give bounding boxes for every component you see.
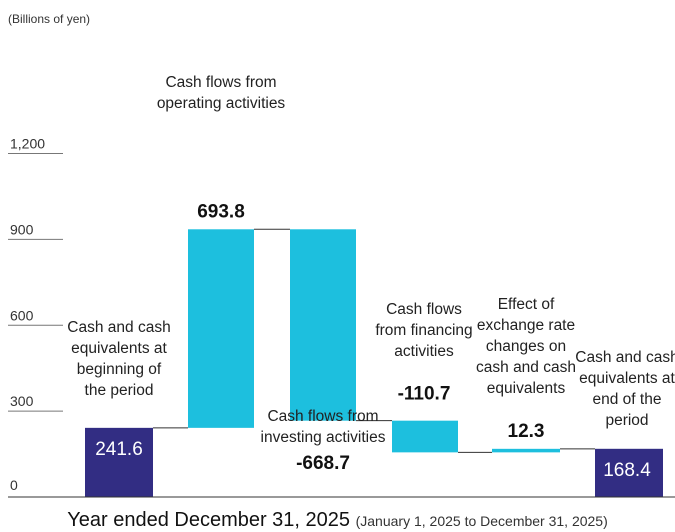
category-label-line: beginning of	[77, 361, 162, 378]
category-label-line: Effect of	[498, 296, 555, 313]
category-label-line: Cash and cash	[575, 349, 675, 366]
value-label: -110.7	[398, 384, 451, 405]
category-label-line: period	[605, 412, 648, 429]
bar	[492, 448, 560, 453]
category-label-line: equivalents at	[71, 340, 167, 357]
category-label-line: from financing	[375, 322, 472, 339]
category-label-line: Cash flows	[386, 301, 462, 318]
category-label-line: cash and cash	[476, 359, 576, 376]
connectors	[153, 228, 595, 453]
y-tick-label: 0	[10, 477, 18, 493]
y-tick-label: 1,200	[10, 136, 45, 152]
category-label-line: end of the	[593, 391, 662, 408]
category-label-line: investing activities	[261, 429, 386, 446]
category-label-line: operating activities	[157, 95, 286, 112]
y-tick-label: 600	[10, 307, 34, 323]
value-label: -668.7	[296, 453, 350, 474]
category-label-line: Cash flows from	[267, 408, 378, 425]
category-label-line: equivalents at	[579, 370, 675, 387]
category-label-line: changes on	[486, 338, 566, 355]
category-label-line: the period	[85, 382, 154, 399]
category-label-line: Cash flows from	[165, 74, 276, 91]
category-labels: Cash and cash equivalents at beginning of t…	[67, 74, 675, 446]
unit-label: (Billions of yen)	[8, 12, 90, 26]
value-label: 12.3	[508, 421, 545, 442]
category-label-line: exchange rate	[477, 317, 575, 334]
y-tick-label: 300	[10, 393, 34, 409]
bar	[85, 427, 153, 497]
footer-sub: (January 1, 2025 to December 31, 2025)	[355, 513, 608, 529]
waterfall-chart: (Billions of yen) 1,200 900 600 300 0 Cash a…	[8, 12, 675, 498]
chart-footer: Year ended December 31, 2025 (January 1,…	[0, 509, 675, 532]
value-label: 241.6	[95, 439, 143, 460]
footer-main: Year ended December 31, 2025	[67, 509, 351, 531]
y-axis: 1,200 900 600 300 0	[8, 136, 63, 493]
value-label: 168.4	[603, 460, 651, 481]
value-labels: 241.6 693.8 -668.7 -110.7 12.3 168.4	[95, 201, 651, 481]
value-label: 693.8	[197, 201, 245, 222]
bar	[188, 229, 254, 428]
bar	[392, 420, 458, 453]
y-tick-label: 900	[10, 221, 34, 237]
category-label-line: activities	[394, 343, 454, 360]
category-label-line: equivalents	[487, 380, 566, 397]
category-label-line: Cash and cash	[67, 319, 170, 336]
bar	[290, 229, 356, 421]
bar	[595, 448, 663, 497]
bars	[85, 229, 663, 497]
